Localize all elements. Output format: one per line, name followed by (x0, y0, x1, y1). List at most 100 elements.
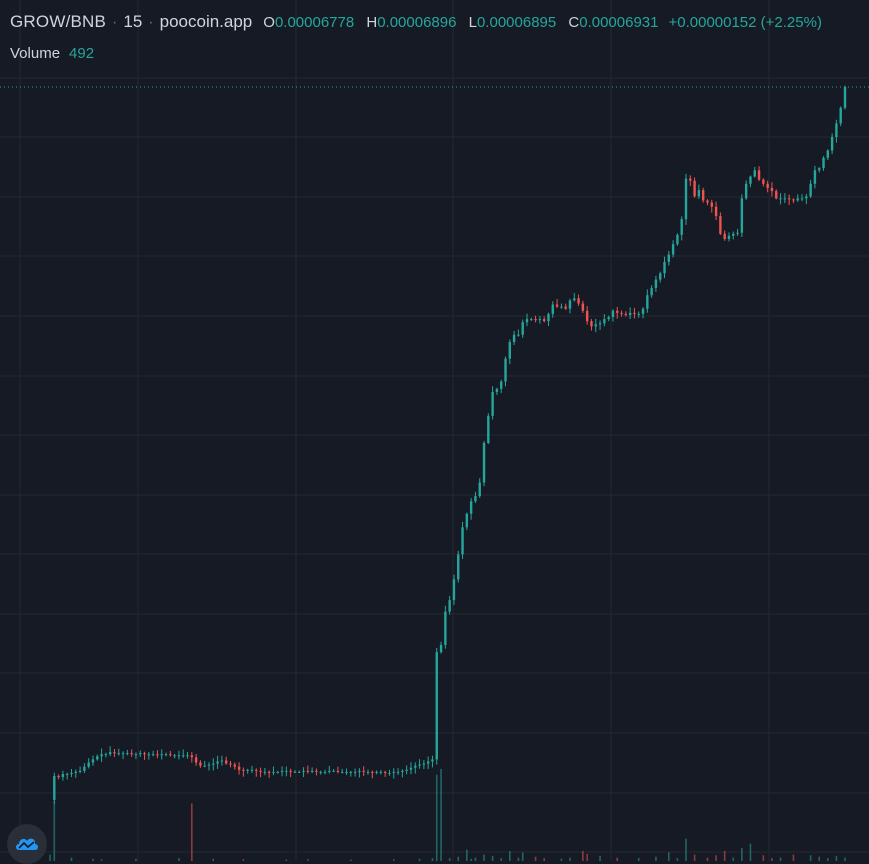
candle-up (87, 762, 90, 767)
volume-bar (586, 853, 588, 861)
candle-up (375, 771, 378, 773)
volume-bar (771, 858, 773, 861)
candle-up (78, 770, 82, 772)
symbol-name[interactable]: GROW/BNB (10, 12, 107, 31)
volume-bar (637, 858, 640, 861)
candle-up (164, 754, 168, 756)
candle-down (792, 199, 795, 201)
candle-up (547, 313, 550, 322)
candle-up (414, 765, 417, 768)
volume-bar (569, 857, 571, 861)
volume-bar (435, 774, 438, 861)
candle-up (805, 196, 808, 199)
volume-bar (53, 801, 56, 861)
candle-up (732, 233, 735, 236)
candle-up (491, 391, 494, 416)
candle-up (779, 198, 782, 200)
volume-bar (543, 858, 545, 861)
volume-bar (474, 857, 477, 861)
candle-up (182, 755, 185, 757)
candle-up (487, 415, 490, 443)
candle-up (379, 771, 383, 773)
candle-up (465, 513, 469, 528)
candle-down (564, 306, 567, 309)
candle-up (298, 771, 301, 773)
candle-down (706, 200, 709, 203)
candle-down (542, 319, 546, 322)
candle-down (336, 770, 340, 772)
candle-up (139, 753, 142, 755)
candle-up (431, 759, 434, 762)
candle-up (500, 381, 503, 389)
candle-up (671, 244, 675, 255)
candle-up (663, 261, 666, 274)
candle-down (57, 776, 60, 778)
candle-down (242, 769, 245, 771)
candle-down (255, 769, 258, 771)
candle-up (736, 232, 739, 234)
candle-up (366, 771, 370, 773)
candle-up (538, 319, 542, 321)
volume-value: 492 (69, 45, 95, 62)
candle-up (646, 295, 649, 309)
volume-bar (466, 849, 468, 861)
volume-bar (582, 850, 584, 861)
volume-bar (307, 859, 309, 861)
volume-bar (655, 856, 657, 861)
candle-down (581, 303, 585, 311)
candle-down (156, 754, 159, 756)
volume-bar (440, 768, 442, 861)
volume-bar (534, 856, 537, 861)
candle-up (341, 771, 344, 773)
candle-up (74, 771, 77, 773)
candle-up (457, 554, 460, 580)
volume-bar (693, 854, 696, 861)
volume-bar (517, 857, 520, 861)
candle-up (418, 764, 421, 766)
candle-up (495, 388, 499, 392)
candle-up (478, 482, 481, 497)
volume-bar (835, 855, 838, 861)
candle-down (259, 770, 262, 772)
candle-up (147, 754, 151, 756)
close-value: 0.00006931 (579, 14, 659, 31)
volume-bar (418, 858, 421, 861)
candle-up (551, 304, 554, 314)
candle-up (650, 287, 653, 296)
candle-up (444, 611, 447, 645)
interval-label[interactable]: 15 (123, 12, 143, 31)
candle-up (186, 755, 189, 757)
candle-up (684, 178, 688, 220)
volume-bar (685, 838, 687, 861)
candle-down (577, 298, 580, 304)
open-key: O (263, 14, 275, 31)
candle-down (620, 312, 623, 314)
tradingview-cloud-icon[interactable] (7, 824, 47, 864)
volume-label[interactable]: Volume (10, 45, 61, 62)
candle-down (710, 202, 713, 207)
candle-up (697, 190, 701, 197)
open-value: 0.00006778 (274, 14, 355, 31)
candle-down (616, 310, 619, 313)
candle-down (194, 757, 198, 763)
candle-up (482, 442, 486, 483)
legend-separator: · (112, 14, 118, 31)
candle-up (469, 501, 473, 514)
candle-up (439, 644, 443, 653)
candle-down (590, 321, 593, 327)
candle-up (573, 298, 576, 301)
candle-up (160, 754, 163, 756)
candle-up (474, 496, 477, 502)
candle-down (233, 764, 236, 767)
candle-up (611, 310, 615, 318)
change-value: +0.00000152 (+2.25%) (668, 14, 822, 31)
candle-up (65, 773, 69, 775)
volume-bar (792, 854, 795, 861)
volume-bar (809, 855, 812, 861)
candle-down (113, 752, 116, 754)
ohlc-values: O0.00006778 H0.00006896 L0.00006895 C0.0… (263, 14, 666, 31)
candle-up (796, 198, 799, 201)
symbol-legend: GROW/BNB · 15 · poocoin.app O0.00006778 … (10, 12, 822, 32)
volume-bar (191, 803, 193, 861)
